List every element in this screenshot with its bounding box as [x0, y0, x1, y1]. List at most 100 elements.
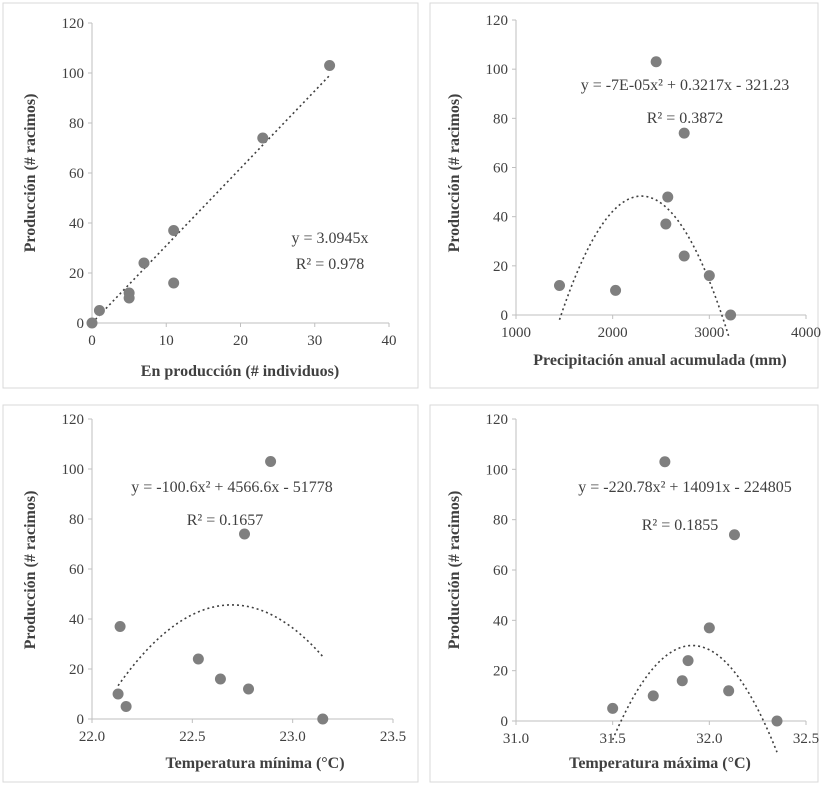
panel-precipitacion: 0 20 40 60 80 100 120 1000 2000 3000 4000 y = -7E-0…	[429, 2, 821, 389]
y-tick-label: 100	[486, 462, 509, 478]
x-tick-label: 23.0	[280, 729, 306, 745]
data-point	[86, 317, 98, 329]
y-tick-label: 0	[77, 316, 85, 332]
y-axis-label: Producción (# racimos)	[22, 491, 39, 650]
x-tick-label: 3000	[694, 325, 724, 341]
trendline	[91, 74, 331, 324]
y-axis-label: Producción (# racimos)	[22, 94, 39, 253]
data-point	[659, 456, 671, 468]
trendline-equation: y = -100.6x² + 4566.6x - 51778	[131, 479, 333, 496]
y-tick-label: 120	[486, 412, 509, 428]
y-tick-label: 80	[69, 116, 84, 132]
y-tick-label: 60	[493, 161, 508, 177]
x-tick-label: 10	[159, 333, 174, 349]
data-point	[703, 622, 715, 634]
panel-temp-minima: 0 20 40 60 80 100 120 22.0 22.5 23.0 23.5 y = -100.…	[2, 404, 419, 783]
data-point	[660, 218, 672, 230]
data-point	[703, 270, 715, 282]
x-tick-label: 40	[382, 333, 397, 349]
data-point	[138, 257, 150, 269]
data-point	[168, 225, 180, 236]
r-squared-label: R² = 0.1657	[187, 512, 264, 529]
r-squared-label: R² = 0.1855	[642, 517, 719, 534]
x-axis-label: Precipitación anual acumulada (mm)	[533, 352, 786, 369]
y-tick-label: 0	[501, 714, 509, 730]
data-point	[93, 305, 105, 316]
data-point	[317, 713, 329, 725]
data-point	[243, 683, 255, 695]
panel-border	[2, 2, 419, 389]
y-tick-label: 40	[493, 613, 508, 629]
y-tick-label: 100	[486, 62, 509, 78]
data-point	[607, 702, 619, 714]
y-tick-label: 20	[493, 259, 508, 275]
x-tick-label: 20	[233, 333, 248, 349]
x-tick-label: 30	[307, 333, 322, 349]
x-tick-label: 22.0	[79, 729, 105, 745]
x-tick-label: 32.0	[696, 731, 722, 747]
trendline	[117, 604, 324, 687]
data-point	[723, 685, 735, 697]
y-tick-label: 100	[62, 66, 85, 82]
y-tick-label: 20	[493, 664, 508, 680]
data-point	[728, 529, 740, 541]
data-point	[650, 56, 662, 68]
r-squared-label: R² = 0.3872	[647, 110, 724, 127]
x-tick-label: 32.5	[793, 731, 819, 747]
data-point	[771, 715, 783, 727]
panel-border	[2, 404, 419, 783]
y-tick-label: 40	[69, 216, 84, 232]
y-tick-label: 80	[69, 512, 84, 528]
y-tick-label: 40	[69, 612, 84, 628]
data-point	[192, 653, 204, 665]
data-point	[647, 690, 659, 702]
data-point	[265, 456, 277, 467]
data-point	[676, 675, 688, 687]
data-point	[114, 621, 126, 632]
x-axis-label: En producción (# individuos)	[141, 363, 339, 380]
data-point	[678, 127, 690, 139]
data-point	[324, 60, 336, 71]
data-point	[123, 292, 135, 304]
data-point	[662, 191, 674, 203]
y-tick-label: 20	[69, 266, 84, 282]
x-axis-label: Temperatura máxima (°C)	[569, 755, 751, 772]
trendline-equation: y = 3.0945x	[291, 230, 368, 247]
trendline	[558, 195, 730, 337]
data-point	[554, 280, 565, 291]
y-tick-label: 80	[493, 513, 508, 529]
y-tick-label: 60	[69, 562, 84, 578]
y-tick-label: 60	[69, 166, 84, 182]
y-tick-label: 60	[493, 563, 508, 579]
y-axis-label: Producción (# racimos)	[446, 491, 463, 650]
x-tick-label: 0	[88, 333, 96, 349]
x-tick-label: 23.5	[380, 729, 406, 745]
y-tick-label: 20	[69, 662, 84, 678]
y-axis-label: Producción (# racimos)	[446, 94, 463, 253]
trendline	[611, 644, 778, 753]
x-tick-label: 2000	[598, 325, 628, 341]
y-tick-label: 120	[486, 13, 509, 29]
data-point	[168, 277, 180, 289]
x-tick-label: 4000	[791, 325, 821, 341]
trendline-equation: y = -7E-05x² + 0.3217x - 321.23	[581, 77, 790, 94]
data-point	[610, 284, 622, 296]
y-tick-label: 120	[62, 16, 85, 32]
x-tick-label: 22.5	[179, 729, 205, 745]
data-point	[257, 132, 269, 144]
y-tick-label: 0	[77, 712, 85, 728]
y-tick-label: 40	[493, 210, 508, 226]
data-point	[120, 701, 132, 712]
y-tick-label: 0	[501, 308, 509, 324]
data-point	[725, 309, 737, 321]
y-tick-label: 100	[62, 462, 85, 478]
x-tick-label: 31.0	[503, 731, 529, 747]
panel-individuos: 0 20 40 60 80 100 120 0 10 20 30 40 y = 3.0945x R² = …	[2, 2, 419, 389]
data-point	[682, 655, 694, 667]
y-tick-label: 80	[493, 111, 508, 127]
x-tick-label: 1000	[501, 325, 531, 341]
data-point	[239, 528, 251, 540]
y-tick-label: 120	[62, 412, 85, 428]
